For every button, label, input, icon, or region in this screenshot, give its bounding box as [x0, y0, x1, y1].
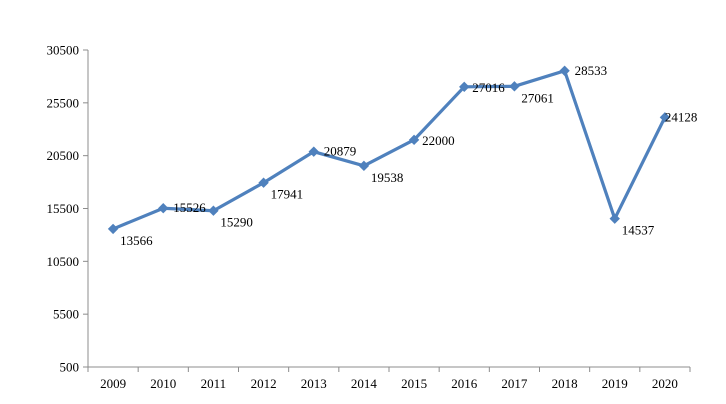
- data-point-marker: [559, 65, 570, 76]
- data-point-marker: [258, 177, 269, 188]
- x-axis-ticks: 2009 2010 2011 2012 2013 2014 2015 2016 2017 2018…: [87, 367, 691, 391]
- data-label: 24128: [665, 109, 698, 124]
- data-label: 27016: [472, 80, 505, 95]
- x-tick-label: 2016: [451, 376, 478, 391]
- data-point-marker: [308, 146, 319, 157]
- data-label: 20879: [324, 144, 357, 159]
- y-tick-label: 30500: [47, 43, 80, 58]
- data-label: 19538: [371, 170, 404, 185]
- data-point-marker: [659, 112, 671, 123]
- data-label: 15526: [173, 200, 206, 215]
- data-point-marker: [509, 81, 520, 92]
- data-point-marker: [459, 81, 470, 93]
- y-tick-label: 15500: [47, 201, 80, 216]
- chart-series: [107, 65, 671, 235]
- y-tick-label: 500: [60, 360, 80, 375]
- y-tick-label: 5500: [53, 307, 79, 322]
- x-tick-label: 2017: [501, 376, 528, 391]
- y-tick-label: 25500: [47, 95, 80, 110]
- x-tick-label: 2019: [602, 376, 628, 391]
- x-tick-label: 2018: [552, 376, 578, 391]
- data-point-marker: [358, 160, 370, 172]
- x-tick-label: 2015: [401, 376, 427, 391]
- x-tick-label: 2011: [201, 376, 227, 391]
- data-label: 27061: [521, 90, 554, 105]
- data-point-marker: [408, 134, 420, 146]
- x-tick-label: 2020: [652, 376, 678, 391]
- data-point-marker: [208, 205, 219, 216]
- y-tick-label: 10500: [47, 254, 80, 269]
- data-label: 15290: [220, 215, 253, 230]
- data-point-marker: [158, 203, 169, 214]
- x-tick-label: 2010: [150, 376, 176, 391]
- data-label: 17941: [271, 187, 304, 202]
- data-point-marker: [609, 213, 620, 224]
- data-label: 13566: [120, 233, 153, 248]
- x-tick-label: 2013: [301, 376, 327, 391]
- data-label: 28533: [575, 63, 608, 78]
- data-label: 14537: [622, 223, 655, 238]
- x-tick-label: 2009: [100, 376, 126, 391]
- data-labels: 13566 15526 15290 17941 20879 19538 22000 27016…: [120, 63, 697, 248]
- x-tick-label: 2014: [351, 376, 378, 391]
- series-line: [111, 69, 667, 231]
- data-label: 22000: [422, 133, 455, 148]
- y-tick-label: 20500: [47, 148, 80, 163]
- data-point-marker: [107, 223, 119, 235]
- y-axis-ticks: 500 5500 10500 15500 20500 25500 30500: [47, 43, 88, 375]
- x-tick-label: 2012: [251, 376, 277, 391]
